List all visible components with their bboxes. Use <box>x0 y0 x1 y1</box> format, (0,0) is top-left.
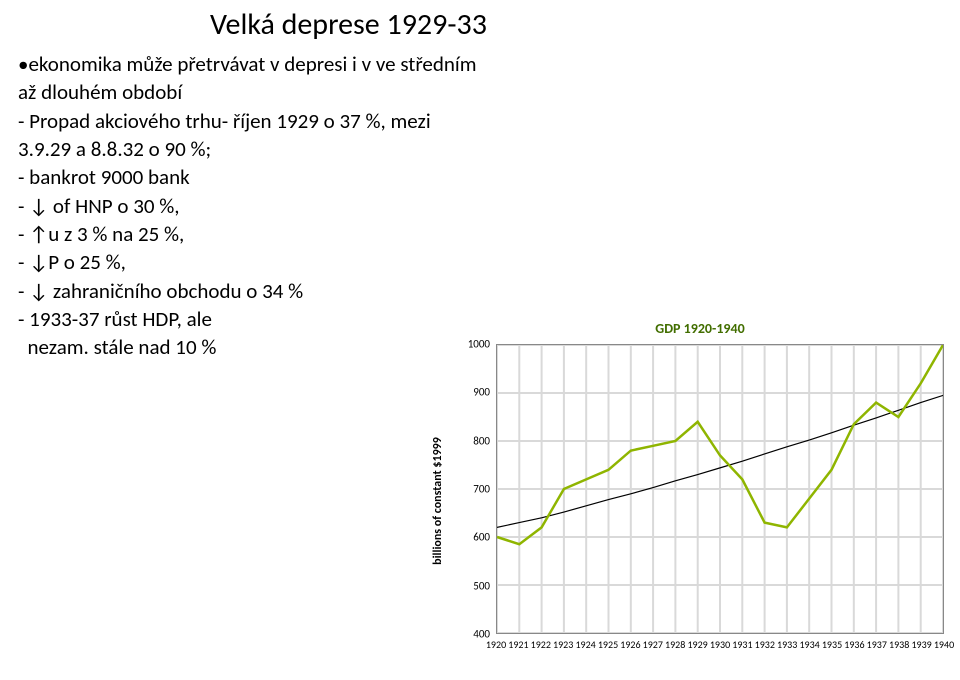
bullet-0: - Propad akciového trhu- říjen 1929 o 37… <box>18 107 478 164</box>
x-tick-label: 1932 <box>755 638 775 651</box>
x-tick-label: 1922 <box>531 638 551 651</box>
y-tick-label: 600 <box>473 531 490 544</box>
bullet-1: - bankrot 9000 bank <box>18 163 478 191</box>
bullet-2: - ↓ of HNP o 30 %, <box>18 192 478 220</box>
x-tick-label: 1923 <box>553 638 573 651</box>
top-bullet: •ekonomika může přetrvávat v depresi i v… <box>18 50 478 107</box>
bullet-list: •ekonomika může přetrvávat v depresi i v… <box>18 50 478 362</box>
chart-title: GDP 1920-1940 <box>450 320 950 337</box>
page-title: Velká deprese 1929-33 <box>210 6 487 43</box>
bullet-7: nezam. stále nad 10 % <box>18 333 478 361</box>
x-tick-label: 1927 <box>643 638 663 651</box>
x-tick-label: 1939 <box>911 638 931 651</box>
x-tick-label: 1935 <box>822 638 842 651</box>
y-tick-label: 800 <box>473 434 490 447</box>
x-tick-label: 1934 <box>799 638 819 651</box>
x-tick-label: 1933 <box>777 638 797 651</box>
y-tick-label: 900 <box>473 386 490 399</box>
x-tick-label: 1931 <box>732 638 752 651</box>
x-tick-label: 1929 <box>687 638 707 651</box>
x-tick-label: 1921 <box>508 638 528 651</box>
gdp-chart: GDP 1920-1940 billions of constant $1999… <box>450 336 950 666</box>
bullet-5: - ↓ zahraničního obchodu o 34 % <box>18 277 478 305</box>
plot-svg <box>497 345 943 633</box>
x-tick-label: 1924 <box>575 638 595 651</box>
plot-area <box>496 344 944 634</box>
x-tick-label: 1928 <box>665 638 685 651</box>
x-tick-label: 1940 <box>934 638 954 651</box>
x-tick-label: 1938 <box>889 638 909 651</box>
y-axis-label: billions of constant $1999 <box>431 437 445 565</box>
y-tick-label: 500 <box>473 579 490 592</box>
x-tick-label: 1926 <box>620 638 640 651</box>
x-tick-label: 1925 <box>598 638 618 651</box>
y-ticks: 4005006007008009001000 <box>450 344 494 634</box>
x-tick-label: 1937 <box>867 638 887 651</box>
x-tick-label: 1920 <box>486 638 506 651</box>
top-bullet-text: ekonomika může přetrvávat v depresi i v … <box>18 51 481 105</box>
x-ticks: 1920192119221923192419251926192719281929… <box>496 636 944 666</box>
x-tick-label: 1930 <box>710 638 730 651</box>
y-tick-label: 1000 <box>468 338 490 351</box>
y-tick-label: 700 <box>473 483 490 496</box>
bullet-3: - ↑u z 3 % na 25 %, <box>18 220 478 248</box>
bullet-4: - ↓P o 25 %, <box>18 248 478 276</box>
bullet-6: - 1933-37 růst HDP, ale <box>18 305 478 333</box>
x-tick-label: 1936 <box>844 638 864 651</box>
